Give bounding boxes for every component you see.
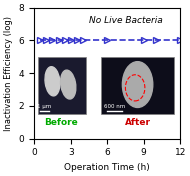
Ellipse shape xyxy=(61,70,76,99)
Text: After: After xyxy=(125,118,151,127)
Text: No Live Bacteria: No Live Bacteria xyxy=(89,16,162,25)
Text: 600 nm: 600 nm xyxy=(104,104,125,109)
Text: Before: Before xyxy=(44,118,78,127)
FancyBboxPatch shape xyxy=(38,57,86,114)
Ellipse shape xyxy=(122,62,153,108)
Text: 1 μm: 1 μm xyxy=(37,104,52,109)
Y-axis label: Inactivation Efficiency (log): Inactivation Efficiency (log) xyxy=(4,16,13,131)
Ellipse shape xyxy=(45,67,60,96)
X-axis label: Operation Time (h): Operation Time (h) xyxy=(64,163,150,172)
FancyBboxPatch shape xyxy=(101,57,174,114)
